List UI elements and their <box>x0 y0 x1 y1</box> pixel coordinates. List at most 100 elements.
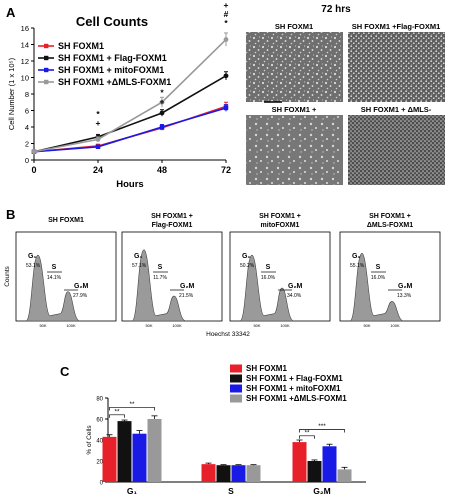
histogram-title: SH FOXM1 + <box>259 213 301 220</box>
histogram-title: mitoFOXM1 <box>261 222 300 229</box>
panel-b-letter: B <box>6 207 15 222</box>
cell-cycle-histograms: SH FOXM1 SH FOXM1 + Flag-FOXM1 SH FOXM1 + mi… <box>4 213 441 338</box>
data-point <box>159 124 165 130</box>
gate-label-s: S <box>52 264 57 271</box>
bar <box>246 465 261 482</box>
micrograph-label-2: SH FOXM1 +Flag-FOXM1 <box>352 22 441 31</box>
x-tick-label: 24 <box>93 165 103 175</box>
panel-a-letter: A <box>6 5 16 20</box>
gate-value-g1: 55.1% <box>350 263 365 269</box>
legend-swatch <box>230 394 242 403</box>
x-tick-label: 100K <box>66 323 76 328</box>
data-point <box>95 136 101 142</box>
significance-mark: # <box>224 9 229 19</box>
histogram-shape <box>239 254 295 322</box>
sig-bracket-g2m-dmls-label: *** <box>318 423 326 430</box>
gate-label-g1: G₁ <box>242 253 250 260</box>
histogram-panel: G₁ 53.1% S 14.1% G₂M 27.9% 50K 100K <box>15 231 117 328</box>
legend-label: SH FOXM1 + mitoFOXM1 <box>246 384 341 393</box>
y-axis-title: % of Cells <box>86 425 93 455</box>
bar <box>231 465 246 482</box>
gate-value-g2m: 13.3% <box>397 293 412 299</box>
histogram-x-axis-title: Hoechst 33342 <box>206 331 250 338</box>
x-tick-label: 72 <box>221 165 231 175</box>
micrograph-label-4: SH FOXM1 + ΔMLS- <box>361 105 432 114</box>
legend-marker <box>44 79 49 85</box>
bar <box>337 469 352 482</box>
sig-bracket-g1-flag <box>109 414 125 418</box>
data-point <box>95 144 101 149</box>
y-tick-label: 20 <box>96 460 103 466</box>
gate-value-g1: 50.2% <box>240 263 255 269</box>
legend-label: SH FOXM1 <box>58 41 104 51</box>
micrograph-label-3: SH FOXM1 + <box>272 105 317 114</box>
micrograph-label-1: SH FOXM1 <box>275 22 313 31</box>
cell-cycle-bar-significance: ********* <box>109 401 345 439</box>
micrograph-flag-foxm1 <box>348 32 445 102</box>
data-point <box>223 105 229 111</box>
bar <box>117 421 132 482</box>
histogram-panel: G₁ 55.1% S 16.0% G₂M 13.3% 50K 100K <box>339 231 441 328</box>
legend-label: SH FOXM1 + mitoFOXM1 <box>58 65 164 75</box>
significance-mark: * <box>224 18 228 28</box>
gate-value-g2m: 27.9% <box>73 293 88 299</box>
gate-label-s: S <box>158 264 163 271</box>
histogram-title: Flag-FOXM1 <box>152 222 193 229</box>
histogram-title: ΔMLS-FOXM1 <box>367 222 413 229</box>
histogram-shape <box>131 249 187 322</box>
histogram-shape <box>25 254 81 322</box>
legend-label: SH FOXM1 + Flag-FOXM1 <box>246 374 343 383</box>
gate-value-s: 16.0% <box>371 275 386 281</box>
significance-mark: * <box>96 109 100 119</box>
series-line <box>33 75 227 153</box>
significance-mark: * <box>160 87 164 97</box>
histogram-panel: G₁ 50.2% S 16.0% G₂M 34.0% 50K 100K <box>229 231 331 328</box>
x-tick-label: 50K <box>145 323 152 328</box>
bar <box>102 436 117 482</box>
x-tick-label: 100K <box>280 323 290 328</box>
gate-value-s: 14.1% <box>47 275 62 281</box>
y-tick-label: 6 <box>25 107 29 116</box>
gate-value-s: 16.0% <box>261 275 276 281</box>
bar <box>147 419 162 482</box>
cell-count-series <box>31 32 229 155</box>
histogram-title: SH FOXM1 + <box>369 213 411 220</box>
gate-label-g1: G₁ <box>352 253 360 260</box>
category-label: S <box>228 486 234 496</box>
gate-label-s: S <box>266 264 271 271</box>
histogram-panel: G₁ 57.1% S 11.7% G₂M 21.5% 50K 100K <box>121 231 223 328</box>
legend-swatch <box>230 374 242 383</box>
sig-bracket-g1-flag-label: ** <box>114 408 120 415</box>
gate-label-g1: G₁ <box>28 253 36 260</box>
x-tick-label: 50K <box>39 323 46 328</box>
gate-label-g2m: G₂M <box>74 283 89 290</box>
bar <box>132 433 147 482</box>
legend-swatch <box>230 384 242 393</box>
y-tick-label: 80 <box>96 397 103 403</box>
legend-label: SH FOXM1 +ΔMLS-FOXM1 <box>58 77 171 87</box>
y-tick-label: 2 <box>25 140 29 149</box>
histogram-y-axis-title: Counts <box>4 265 11 286</box>
gate-label-g2m: G₂M <box>288 283 303 290</box>
x-tick-label: 50K <box>253 323 260 328</box>
gate-label-g1: G₁ <box>134 253 142 260</box>
x-tick-label: 48 <box>157 165 167 175</box>
micrograph-dmls-foxm1 <box>348 115 445 185</box>
category-label: G₂M <box>313 486 330 496</box>
data-point <box>31 149 37 155</box>
sig-bracket-g2m-dmls <box>299 429 345 433</box>
y-tick-label: 0 <box>100 481 104 487</box>
bar <box>201 464 216 482</box>
gate-value-g2m: 21.5% <box>179 293 194 299</box>
sig-bracket-g1-dmls-label: ** <box>129 401 135 408</box>
x-tick-label: 0 <box>31 165 36 175</box>
x-axis-title: Hours <box>116 179 143 190</box>
micrograph-mito-foxm1 <box>246 115 343 185</box>
histogram-shape <box>349 253 405 322</box>
legend-swatch <box>230 364 242 373</box>
panel-a-photos-title: 72 hrs <box>321 4 351 15</box>
y-tick-label: 4 <box>25 123 29 132</box>
